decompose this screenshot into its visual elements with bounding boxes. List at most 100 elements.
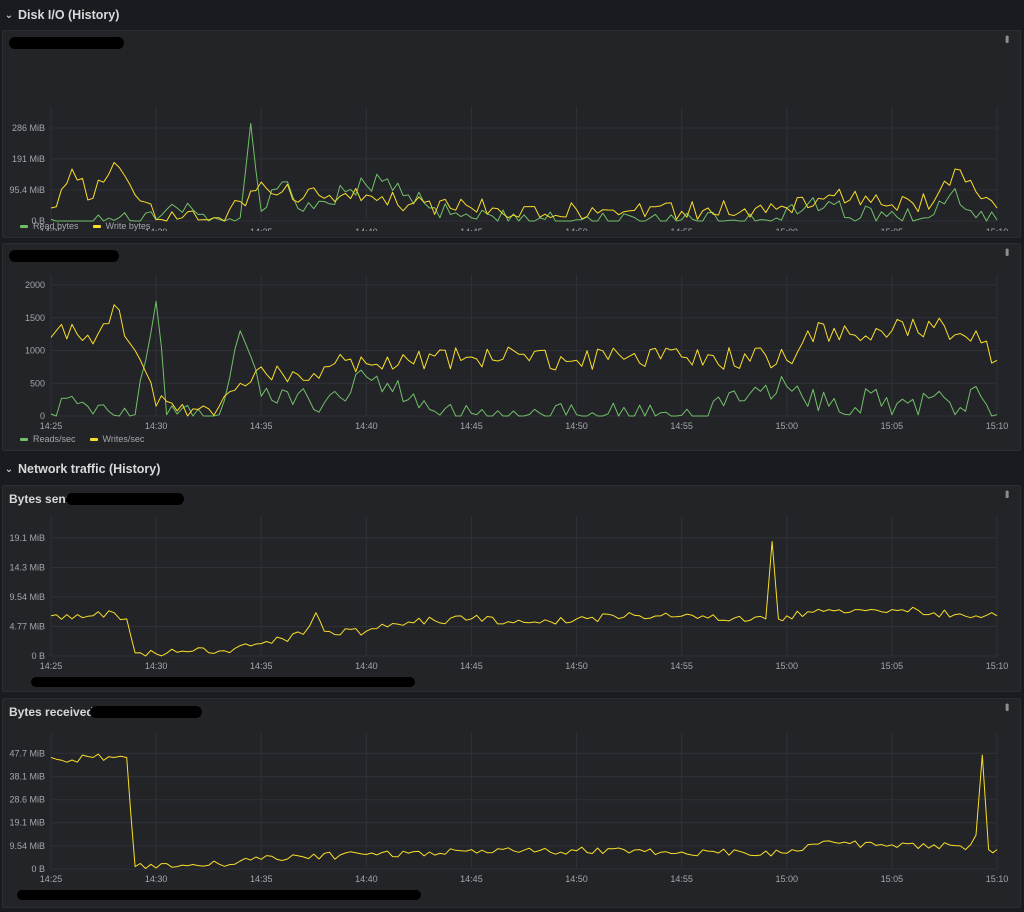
row-title: Disk I/O (History): [18, 8, 120, 22]
x-tick-label: 14:35: [250, 874, 273, 884]
chart-disk-bytes: 14:25 14:30 14:35 14:40 14:45 14:50 14:55 15:00…: [9, 107, 1009, 231]
redacted-text: [31, 677, 415, 687]
y-tick-label: 9.54 MiB: [9, 592, 45, 602]
series-line-reads-sec: [50, 300, 998, 417]
y-tick-label: 95.4 MiB: [9, 185, 45, 195]
redacted-text: [17, 890, 421, 900]
series-line-writes-sec: [50, 304, 998, 417]
x-tick-label: 14:40: [355, 874, 378, 884]
x-tick-label: 14:45: [460, 661, 483, 671]
redacted-text: [65, 493, 184, 505]
x-tick-label: 14:25: [40, 421, 63, 431]
panel-bytes-sent: Bytes sent ••• 14:25 14:30 14:35 14:40 14:45…: [2, 485, 1021, 692]
series-line-read-bytes: [50, 123, 998, 222]
chart-disk-ops: 14:25 14:30 14:35 14:40 14:45 14:50 14:55 15:00…: [25, 275, 1009, 431]
x-tick-label: 14:50: [565, 874, 588, 884]
x-tick-label: 14:55: [670, 874, 693, 884]
chevron-down-icon: ⌄: [4, 463, 14, 475]
y-tick-label: 14.3 MiB: [9, 562, 45, 572]
x-tick-label: 15:10: [986, 421, 1009, 431]
y-tick-label: 0 B: [31, 864, 45, 874]
x-tick-label: 14:45: [460, 421, 483, 431]
legend: Reads/sec Writes/sec: [20, 434, 144, 444]
panel-disk-ops: ••• 14:25 14:30 14:35 14:40 14:45 14:50 14:55 1…: [2, 243, 1021, 451]
panel-menu-icon[interactable]: •••: [1000, 703, 1014, 710]
y-tick-label: 28.6 MiB: [9, 795, 45, 805]
y-tick-label: 2000: [25, 280, 45, 290]
y-tick-label: 0 B: [31, 651, 45, 661]
x-tick-label: 14:50: [565, 421, 588, 431]
x-tick-label: 14:30: [145, 421, 168, 431]
panel-title: Bytes received: [9, 705, 202, 719]
redacted-text: [89, 706, 202, 718]
x-tick-label: 14:30: [145, 227, 168, 231]
x-tick-label: 14:45: [460, 874, 483, 884]
y-tick-label: 19.1 MiB: [9, 818, 45, 828]
x-tick-label: 15:00: [776, 874, 799, 884]
legend-swatch: [92, 224, 101, 228]
series-line-write-bytes: [50, 162, 998, 222]
x-tick-label: 15:05: [881, 421, 904, 431]
panel-menu-icon[interactable]: •••: [1000, 248, 1014, 255]
legend-swatch: [20, 224, 28, 228]
x-tick-label: 15:10: [986, 874, 1009, 884]
panel-menu-icon[interactable]: •••: [1000, 35, 1014, 42]
y-tick-label: 1000: [25, 346, 45, 356]
y-tick-label: 4.77 MiB: [9, 621, 45, 631]
x-tick-label: 15:05: [881, 661, 904, 671]
series-line-value: [50, 541, 998, 657]
legend-item-write-bytes[interactable]: Write bytes: [92, 221, 150, 231]
chevron-down-icon: ⌄: [4, 9, 14, 21]
legend-item-read-bytes[interactable]: Read bytes: [20, 221, 79, 231]
x-tick-label: 15:05: [881, 227, 904, 231]
x-tick-label: 14:50: [565, 661, 588, 671]
row-header-network[interactable]: ⌄ Network traffic (History): [0, 456, 1024, 482]
y-tick-label: 38.1 MiB: [9, 772, 45, 782]
series-line-value: [50, 753, 998, 869]
panel-title: Bytes sent: [9, 492, 184, 506]
y-tick-label: 500: [30, 378, 45, 388]
x-tick-label: 14:40: [355, 661, 378, 671]
panel-bytes-received: Bytes received ••• 14:25 14:30 14:35 14:40 1…: [2, 698, 1021, 908]
y-tick-label: 0 B: [31, 216, 45, 226]
panel-title: [9, 250, 119, 262]
x-tick-label: 15:00: [776, 227, 799, 231]
legend-swatch: [89, 437, 98, 441]
chart-bytes-received: 14:25 14:30 14:35 14:40 14:45 14:50 14:55 15:00…: [9, 733, 1009, 884]
x-tick-label: 14:55: [670, 227, 693, 231]
y-tick-label: 286 MiB: [12, 123, 45, 133]
x-tick-label: 14:40: [355, 227, 378, 231]
x-tick-label: 14:35: [250, 227, 273, 231]
panel-disk-bytes: ••• 14:2514:3014:3514:4014:4514:5014:551…: [2, 30, 1021, 238]
legend-item-reads-sec[interactable]: Reads/sec: [20, 434, 76, 444]
y-tick-label: 47.7 MiB: [9, 748, 45, 758]
x-tick-label: 15:05: [881, 874, 904, 884]
x-tick-label: 14:25: [40, 874, 63, 884]
x-tick-label: 14:50: [565, 227, 588, 231]
y-tick-label: 19.1 MiB: [9, 533, 45, 543]
x-tick-label: 14:35: [250, 421, 273, 431]
y-tick-label: 0: [40, 411, 45, 421]
redacted-text: [9, 250, 119, 262]
legend: Read bytes Write bytes: [20, 221, 150, 231]
redacted-text: [9, 37, 124, 49]
x-tick-label: 14:30: [145, 874, 168, 884]
chart-bytes-sent: 14:25 14:30 14:35 14:40 14:45 14:50 14:55 15:00…: [9, 516, 1009, 671]
legend-swatch: [20, 437, 28, 441]
x-tick-label: 14:45: [460, 227, 483, 231]
panel-menu-icon[interactable]: •••: [1000, 490, 1014, 497]
x-tick-label: 14:30: [145, 661, 168, 671]
y-tick-label: 1500: [25, 313, 45, 323]
x-tick-label: 15:00: [776, 421, 799, 431]
x-tick-label: 15:10: [986, 661, 1009, 671]
x-tick-label: 14:40: [355, 421, 378, 431]
x-tick-label: 14:55: [670, 421, 693, 431]
row-title: Network traffic (History): [18, 462, 161, 476]
panel-title: [9, 37, 124, 49]
x-tick-label: 14:25: [40, 661, 63, 671]
y-tick-label: 9.54 MiB: [9, 841, 45, 851]
legend-item-writes-sec[interactable]: Writes/sec: [89, 434, 144, 444]
x-tick-label: 14:55: [670, 661, 693, 671]
row-header-disk-io[interactable]: ⌄ Disk I/O (History): [0, 2, 1024, 28]
x-tick-label: 15:10: [986, 227, 1009, 231]
